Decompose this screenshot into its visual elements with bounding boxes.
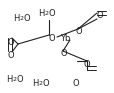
Text: H: H <box>6 75 12 84</box>
Text: 2: 2 <box>39 81 43 86</box>
Text: H: H <box>32 79 38 88</box>
Text: H: H <box>38 9 44 18</box>
Text: O: O <box>17 75 23 84</box>
Text: 2: 2 <box>13 77 17 82</box>
Text: H: H <box>13 14 19 23</box>
Text: O: O <box>8 38 14 47</box>
Text: O: O <box>72 79 79 88</box>
Text: 2: 2 <box>20 16 24 21</box>
Text: O: O <box>43 79 49 88</box>
Text: O: O <box>8 51 14 60</box>
Text: O: O <box>49 34 55 43</box>
Text: O: O <box>96 11 103 20</box>
Text: 2: 2 <box>45 11 49 16</box>
Text: O: O <box>75 27 82 36</box>
Text: O: O <box>24 14 30 23</box>
Text: O: O <box>83 60 90 69</box>
Text: O: O <box>49 9 55 18</box>
Text: O: O <box>60 49 67 58</box>
Text: Yb: Yb <box>60 34 70 43</box>
